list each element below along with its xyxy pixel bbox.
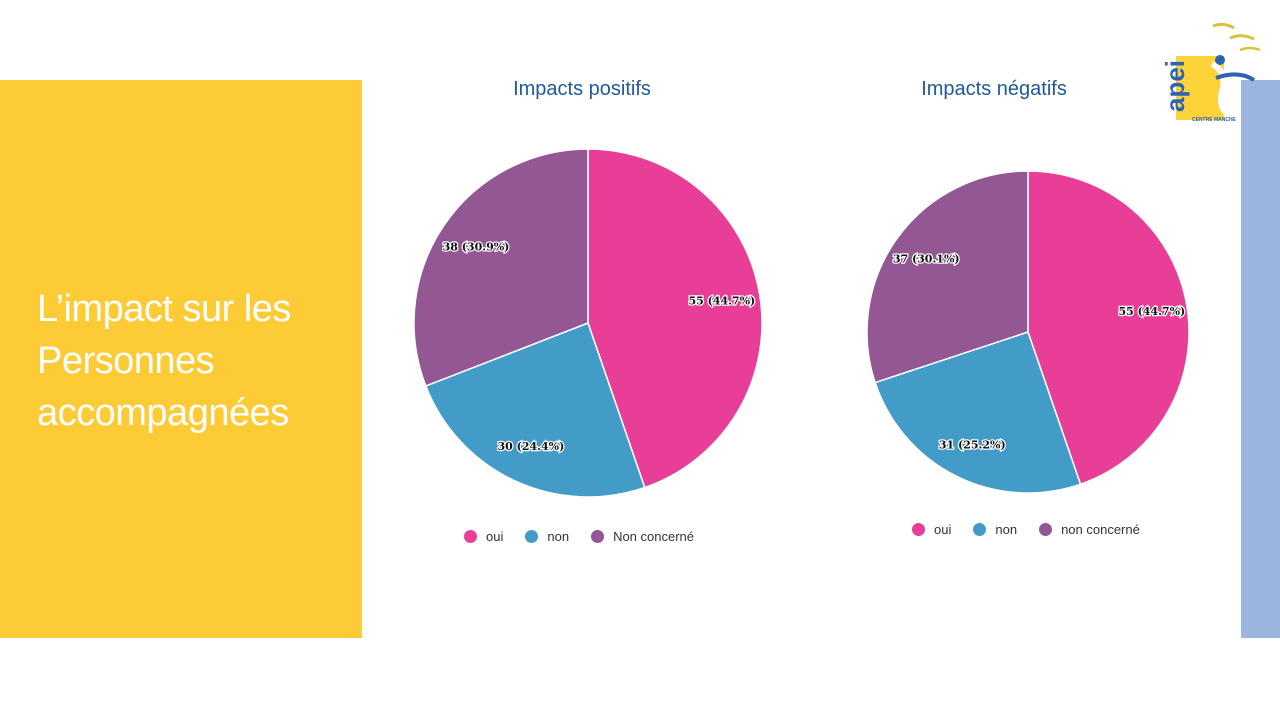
pie-slice-non [874,331,1082,494]
legend-swatch [1039,523,1053,536]
legend-swatch [912,523,925,536]
chart-title-positive: Impacts positifs [513,78,651,100]
data-label-oui: 55 (44.7%) [1118,305,1185,318]
legend-label: non [547,529,570,544]
legend-label: oui [486,529,504,544]
legend-item-oui[interactable]: oui [464,529,503,544]
legend-swatch [973,523,987,536]
legend-swatch [591,530,605,543]
accent-bar [1241,80,1280,638]
legend-swatch [464,530,477,543]
data-label-non-concerne: 37 (30.1%) [893,252,960,265]
pie-slice-oui [1027,170,1190,486]
data-label-non: 30 (24.4%) [498,440,565,453]
pie-slice-non-concerne [413,148,589,387]
legend-item-non[interactable]: non [525,529,569,544]
legend-label: Non concerné [613,529,695,544]
data-label-oui: 55 (44.7%) [688,295,755,308]
chart-title-negative: Impacts négatifs [921,78,1067,100]
apei-logo: apei CENTRE MANCHE [1160,22,1261,123]
legend-item-non-concerne[interactable]: non concerné [1039,522,1140,537]
legend-label: non [995,522,1018,537]
legend-positive: oui non Non concerné [464,529,694,544]
legend-label: oui [934,522,952,537]
legend-item-non[interactable]: non [973,522,1017,537]
title-panel [0,80,362,638]
legend-item-oui[interactable]: oui [912,522,951,537]
logo-text: apei [1160,60,1190,112]
data-label-non: 31 (25.2%) [939,439,1006,452]
legend-negative: oui non non concerné [912,522,1140,537]
pie-slice-non [424,322,646,498]
pie-chart-negative: 55 (44.7%) 31 (25.2%) 37 (30.1%) [866,170,1190,494]
legend-item-non-concerne[interactable]: Non concerné [591,529,694,544]
slide-title: L’impact sur les Personnes accompagnées [37,288,291,434]
legend-swatch [525,530,539,543]
pie-chart-positive: 55 (44.7%) 30 (24.4%) 38 (30.9%) [413,148,763,498]
legend-label: non concerné [1061,522,1140,537]
logo-subtext: CENTRE MANCHE [1192,117,1237,123]
data-label-non-concerne: 38 (30.9%) [443,240,510,253]
pie-slice-oui [587,148,763,489]
pie-slice-non-concerne [866,170,1029,384]
